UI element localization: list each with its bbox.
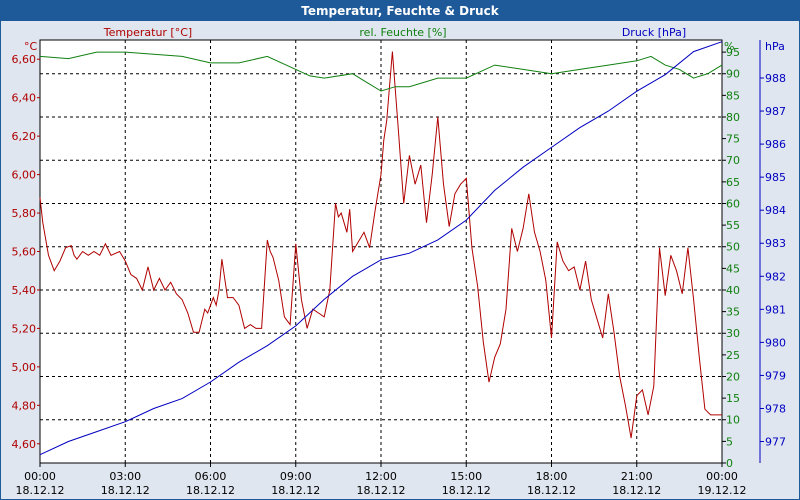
- series-line-humidity: [39, 51, 723, 92]
- x-tick-label: 00:00: [706, 470, 738, 483]
- humidity-tick-label: 0: [726, 457, 733, 470]
- temp-unit-label: °C: [24, 40, 38, 53]
- x-tick-label: 09:00: [280, 470, 312, 483]
- temp-tick-label: 6,20: [12, 130, 37, 143]
- pressure-unit-label: hPa: [765, 40, 785, 53]
- series-line-temperature: [39, 51, 722, 439]
- humidity-tick-label: 25: [726, 349, 740, 362]
- humidity-tick-label: 55: [726, 219, 740, 232]
- axis-labels: 00:0018.12.1203:0018.12.1206:0018.12.120…: [12, 26, 787, 497]
- x-tick-label: 12:00: [365, 470, 397, 483]
- humidity-tick-label: 30: [726, 327, 740, 340]
- legend-humidity: rel. Feuchte [%]: [359, 26, 446, 39]
- pressure-tick-label: 983: [765, 237, 786, 250]
- window-title: Temperatur, Feuchte & Druck: [1, 1, 799, 21]
- pressure-tick-label: 985: [765, 171, 786, 184]
- humidity-tick-label: 50: [726, 241, 740, 254]
- temp-tick-label: 5,60: [12, 246, 37, 259]
- humidity-tick-label: 85: [726, 89, 740, 102]
- pressure-tick-label: 988: [765, 72, 786, 85]
- humidity-tick-label: 95: [726, 46, 740, 59]
- temp-tick-label: 4,60: [12, 438, 37, 451]
- temp-tick-label: 6,60: [12, 53, 37, 66]
- pressure-tick-label: 977: [765, 436, 786, 449]
- humidity-tick-label: 35: [726, 306, 740, 319]
- humidity-tick-label: 10: [726, 414, 740, 427]
- temp-tick-label: 5,80: [12, 207, 37, 220]
- x-tick-date: 18.12.12: [442, 484, 491, 497]
- humidity-tick-label: 15: [726, 392, 740, 405]
- temp-tick-label: 4,80: [12, 399, 37, 412]
- x-tick-date: 18.12.12: [271, 484, 320, 497]
- x-tick-label: 00:00: [24, 470, 56, 483]
- x-tick-label: 18:00: [536, 470, 568, 483]
- humidity-tick-label: 75: [726, 133, 740, 146]
- series-line-pressure: [39, 41, 723, 456]
- temp-tick-label: 6,00: [12, 169, 37, 182]
- x-tick-label: 03:00: [109, 470, 141, 483]
- x-tick-date: 18.12.12: [186, 484, 235, 497]
- temp-tick-label: 6,40: [12, 92, 37, 105]
- pressure-tick-label: 987: [765, 105, 786, 118]
- temp-tick-label: 5,20: [12, 322, 37, 335]
- x-tick-label: 21:00: [621, 470, 653, 483]
- x-tick-date: 18.12.12: [612, 484, 661, 497]
- pressure-tick-label: 982: [765, 270, 786, 283]
- x-tick-date: 18.12.12: [16, 484, 65, 497]
- pressure-tick-label: 978: [765, 402, 786, 415]
- pressure-tick-label: 979: [765, 369, 786, 382]
- series-lines: [39, 41, 723, 456]
- legend-temperature: Temperatur [°C]: [103, 26, 192, 39]
- x-tick-date: 18.12.12: [527, 484, 576, 497]
- humidity-tick-label: 40: [726, 284, 740, 297]
- humidity-tick-label: 70: [726, 154, 740, 167]
- pressure-tick-label: 986: [765, 138, 786, 151]
- humidity-tick-label: 80: [726, 111, 740, 124]
- temp-tick-label: 5,00: [12, 361, 37, 374]
- x-tick-date: 19.12.12: [698, 484, 747, 497]
- x-tick-label: 06:00: [195, 470, 227, 483]
- legend-pressure: Druck [hPa]: [622, 26, 686, 39]
- x-tick-date: 18.12.12: [357, 484, 406, 497]
- humidity-tick-label: 65: [726, 176, 740, 189]
- x-tick-label: 15:00: [450, 470, 482, 483]
- humidity-tick-label: 90: [726, 68, 740, 81]
- humidity-tick-label: 5: [726, 435, 733, 448]
- humidity-tick-label: 20: [726, 370, 740, 383]
- pressure-tick-label: 981: [765, 303, 786, 316]
- humidity-tick-label: 45: [726, 262, 740, 275]
- pressure-tick-label: 984: [765, 204, 786, 217]
- x-tick-date: 18.12.12: [101, 484, 150, 497]
- temp-tick-label: 5,40: [12, 284, 37, 297]
- pressure-tick-label: 980: [765, 336, 786, 349]
- humidity-tick-label: 60: [726, 197, 740, 210]
- humidity-unit-label: %: [724, 40, 734, 53]
